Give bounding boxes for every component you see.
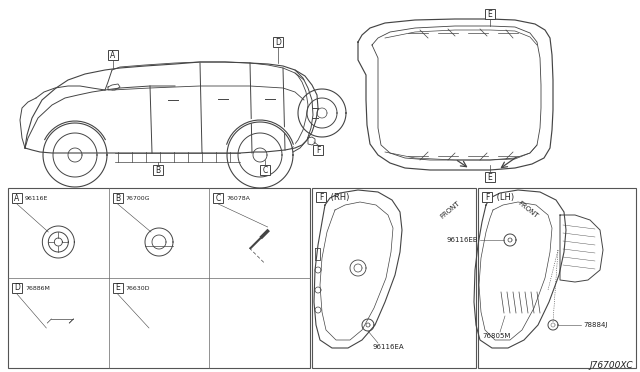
Text: B: B xyxy=(115,193,120,202)
Bar xyxy=(312,188,476,368)
Bar xyxy=(12,193,22,203)
Text: F: F xyxy=(319,192,323,202)
Bar xyxy=(8,188,310,368)
Bar xyxy=(478,188,636,368)
Bar xyxy=(153,165,163,175)
Text: E: E xyxy=(488,10,492,19)
Bar xyxy=(482,192,492,202)
Text: 76630D: 76630D xyxy=(125,285,150,291)
Text: (RH): (RH) xyxy=(328,192,349,202)
Text: 96116EB: 96116EB xyxy=(446,237,478,243)
Bar xyxy=(495,292,547,314)
Text: C: C xyxy=(216,193,221,202)
Text: F: F xyxy=(316,145,320,154)
FancyBboxPatch shape xyxy=(141,318,177,346)
Bar xyxy=(313,145,323,155)
Bar xyxy=(12,283,22,293)
Text: F: F xyxy=(485,192,489,202)
Text: 78884J: 78884J xyxy=(583,322,607,328)
Text: B: B xyxy=(156,166,161,174)
Bar xyxy=(485,172,495,182)
Text: 96116EA: 96116EA xyxy=(372,344,404,350)
Text: D: D xyxy=(275,38,281,46)
Bar xyxy=(316,192,326,202)
Text: FRONT: FRONT xyxy=(517,201,539,219)
Text: D: D xyxy=(14,283,20,292)
Bar xyxy=(113,283,123,293)
Text: (LH): (LH) xyxy=(494,192,514,202)
Bar xyxy=(47,323,69,341)
Text: 76078A: 76078A xyxy=(227,196,250,201)
Text: 96116E: 96116E xyxy=(25,196,49,201)
Text: FRONT: FRONT xyxy=(439,200,461,220)
Bar xyxy=(213,193,223,203)
Bar xyxy=(108,50,118,60)
Text: 76805M: 76805M xyxy=(483,333,511,339)
Text: 76886M: 76886M xyxy=(25,285,50,291)
Text: E: E xyxy=(488,173,492,182)
Text: A: A xyxy=(110,51,116,60)
Bar xyxy=(273,37,283,47)
Bar xyxy=(113,193,123,203)
Text: C: C xyxy=(262,166,268,174)
Text: 76700G: 76700G xyxy=(125,196,150,201)
Bar xyxy=(485,9,495,19)
Text: J76700XC: J76700XC xyxy=(589,361,633,370)
Text: E: E xyxy=(115,283,120,292)
Text: A: A xyxy=(14,193,20,202)
Bar xyxy=(260,165,270,175)
